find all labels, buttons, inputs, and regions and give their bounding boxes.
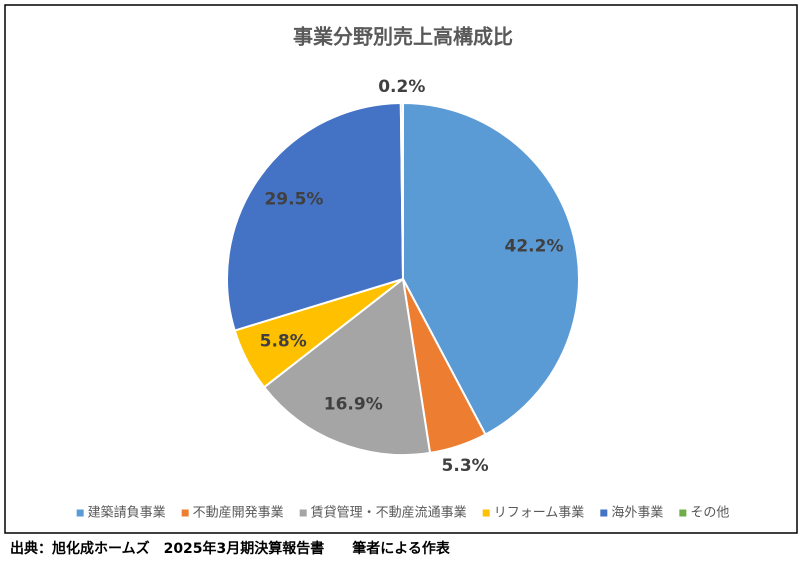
legend-marker xyxy=(679,509,687,517)
legend-marker xyxy=(181,509,189,517)
pie-slice xyxy=(262,277,432,456)
legend-marker xyxy=(482,509,490,517)
pie-slice xyxy=(226,102,405,332)
legend-marker xyxy=(76,509,84,517)
source-note: 出典：旭化成ホームズ 2025年3月期決算報告書 筆者による作表 xyxy=(10,540,451,557)
data-label: 5.3% xyxy=(442,456,489,476)
chart-title: 事業分野別売上高構成比 xyxy=(293,25,513,49)
data-label: 42.2% xyxy=(505,236,564,256)
legend-marker xyxy=(600,509,608,517)
data-label: 0.2% xyxy=(378,77,425,97)
data-label: 5.8% xyxy=(260,331,307,351)
legend-marker xyxy=(299,509,307,517)
data-label: 16.9% xyxy=(324,395,383,415)
legend-label: リフォーム事業 xyxy=(494,505,585,521)
legend-label: その他 xyxy=(690,506,729,521)
legend-label: 海外事業 xyxy=(611,505,663,521)
data-label: 29.5% xyxy=(264,189,323,209)
legend-label: 不動産開発事業 xyxy=(193,505,284,521)
legend-label: 賃貸管理・不動産流通事業 xyxy=(311,505,467,521)
pie-slice xyxy=(402,101,580,436)
legend-label: 建築請負事業 xyxy=(88,505,166,521)
pie-slice xyxy=(399,101,404,280)
